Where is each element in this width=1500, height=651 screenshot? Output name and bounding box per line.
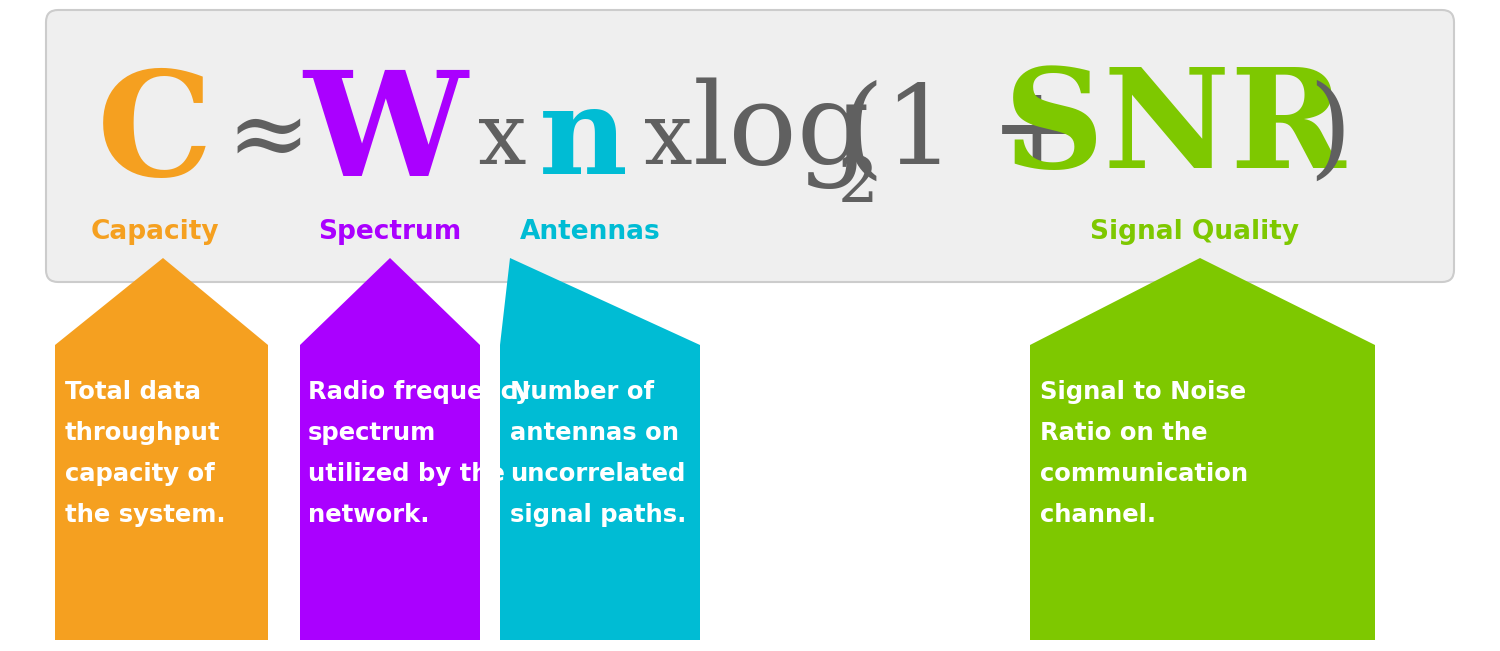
Polygon shape bbox=[500, 258, 700, 345]
Text: (1 +: (1 + bbox=[842, 79, 1119, 186]
Text: ): ) bbox=[1308, 79, 1352, 186]
Text: SNR: SNR bbox=[1004, 63, 1347, 197]
Polygon shape bbox=[1030, 345, 1376, 640]
Polygon shape bbox=[300, 345, 480, 640]
Polygon shape bbox=[500, 345, 700, 640]
Text: x: x bbox=[477, 98, 526, 182]
Text: 2: 2 bbox=[837, 154, 879, 215]
Text: Signal Quality: Signal Quality bbox=[1090, 219, 1299, 245]
Text: W: W bbox=[303, 64, 466, 206]
Text: Signal to Noise
Ratio on the
communication
channel.: Signal to Noise Ratio on the communicati… bbox=[1040, 380, 1248, 527]
Text: Number of
antennas on
uncorrelated
signal paths.: Number of antennas on uncorrelated signa… bbox=[510, 380, 687, 527]
Polygon shape bbox=[1030, 258, 1376, 345]
Text: C: C bbox=[98, 64, 213, 206]
Text: log: log bbox=[693, 77, 871, 189]
Text: Antennas: Antennas bbox=[519, 219, 660, 245]
Polygon shape bbox=[56, 258, 268, 345]
Polygon shape bbox=[300, 258, 480, 345]
Text: Total data
throughput
capacity of
the system.: Total data throughput capacity of the sy… bbox=[64, 380, 225, 527]
FancyBboxPatch shape bbox=[46, 10, 1454, 282]
Text: Capacity: Capacity bbox=[90, 219, 219, 245]
Polygon shape bbox=[56, 345, 268, 640]
Text: Radio frequency
spectrum
utilized by the
network.: Radio frequency spectrum utilized by the… bbox=[308, 380, 531, 527]
Text: ≈: ≈ bbox=[226, 92, 310, 188]
Text: n: n bbox=[538, 81, 627, 199]
Text: Spectrum: Spectrum bbox=[318, 219, 462, 245]
Text: x: x bbox=[644, 98, 692, 182]
